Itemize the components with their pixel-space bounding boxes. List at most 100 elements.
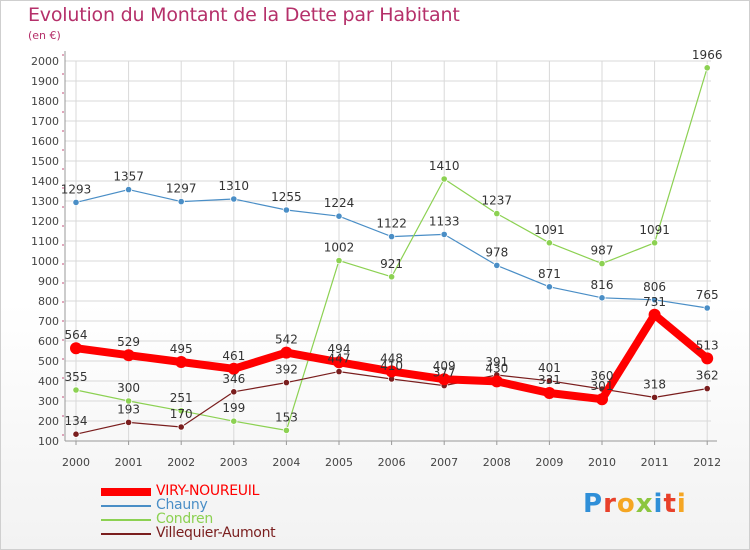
data-label: 153 [275, 410, 298, 424]
y-tick-label: 1000 [31, 255, 59, 268]
data-point [282, 378, 290, 387]
data-point [703, 64, 711, 72]
y-tick-label: 800 [38, 295, 59, 308]
data-point [125, 186, 133, 194]
data-label: 134 [65, 414, 88, 428]
data-label: 391 [485, 355, 508, 369]
data-point [438, 373, 451, 386]
data-point [545, 239, 554, 247]
data-label: 1966 [692, 48, 723, 62]
data-label: 1310 [219, 179, 250, 193]
logo-letter: o [616, 489, 636, 519]
y-tick-label: 1200 [31, 215, 59, 228]
chart-unit-label: (en €) [28, 29, 61, 42]
legend-item: Villequier-Aumont [101, 525, 321, 541]
y-tick-label: 1900 [31, 75, 59, 88]
data-label: 346 [222, 372, 245, 386]
data-label: 401 [538, 361, 561, 375]
data-label: 377 [433, 366, 456, 380]
axes [62, 51, 717, 445]
y-tick-label: 2000 [31, 55, 59, 68]
legend-item: VIRY-NOUREUIL [101, 483, 321, 499]
data-label: 360 [591, 369, 614, 383]
data-label: 1133 [429, 214, 460, 228]
y-tick-label: 600 [38, 335, 59, 348]
data-label: 1237 [482, 194, 513, 208]
data-point [72, 430, 80, 438]
data-label: 1002 [324, 241, 355, 255]
x-tick-label: 2005 [325, 456, 353, 469]
data-label: 765 [696, 288, 719, 302]
data-point [387, 233, 396, 241]
data-point [648, 308, 661, 321]
logo-letter: r [603, 489, 617, 519]
data-label: 430 [485, 361, 508, 375]
y-tick-label: 200 [38, 415, 59, 428]
data-point [543, 387, 556, 399]
data-point [177, 423, 185, 431]
data-point [650, 393, 659, 401]
data-point [493, 261, 501, 269]
data-point [125, 418, 133, 426]
legend-item: Chauny [101, 497, 321, 513]
y-tick-label: 700 [38, 315, 59, 328]
data-label: 448 [380, 351, 403, 365]
y-tick-label: 300 [38, 395, 59, 408]
data-point [282, 426, 290, 434]
data-label: 193 [117, 402, 140, 416]
data-label: 301 [591, 379, 614, 393]
data-label: 495 [170, 342, 193, 356]
data-point [545, 377, 554, 385]
y-tick-label: 400 [38, 375, 59, 388]
data-point [70, 342, 82, 355]
legend-swatch [101, 505, 151, 507]
data-point [230, 388, 238, 396]
data-point [177, 198, 185, 206]
data-point [490, 375, 503, 388]
y-tick-label: 1100 [31, 235, 59, 248]
data-label: 447 [328, 352, 351, 366]
data-label: 816 [591, 278, 614, 292]
data-label: 1297 [166, 182, 197, 196]
data-label: 529 [117, 335, 140, 349]
data-label: 987 [591, 244, 614, 258]
data-point [385, 365, 398, 378]
x-tick-label: 2003 [220, 456, 248, 469]
data-point [598, 259, 606, 268]
data-point [72, 198, 80, 206]
data-point [703, 304, 711, 312]
data-label: 355 [65, 370, 88, 384]
data-label: 410 [380, 359, 403, 373]
x-tick-label: 2008 [483, 456, 511, 469]
legend-swatch [101, 533, 151, 535]
logo-letter: i [676, 489, 687, 519]
chart-title: Evolution du Montant de la Dette par Hab… [28, 4, 460, 26]
data-point [493, 210, 501, 218]
data-point [335, 256, 343, 265]
legend-swatch [101, 488, 151, 496]
y-tick-label: 100 [38, 435, 59, 448]
data-label: 331 [538, 373, 561, 387]
data-label: 409 [433, 359, 456, 373]
series-lines [70, 64, 714, 438]
data-point [175, 356, 188, 368]
x-tick-label: 2004 [272, 456, 300, 469]
x-tick-label: 2012 [693, 456, 721, 469]
legend-label: Villequier-Aumont [156, 525, 276, 541]
x-tick-label: 2007 [430, 456, 458, 469]
data-point [282, 206, 290, 214]
logo-letter: t [663, 489, 677, 519]
legend-label: Condren [156, 511, 213, 527]
data-label: 251 [170, 391, 193, 405]
data-label: 1122 [376, 217, 407, 231]
data-point [122, 349, 135, 362]
x-tick-label: 2000 [62, 456, 90, 469]
data-label: 199 [222, 401, 245, 415]
data-point [72, 386, 80, 394]
logo-letter: i [653, 489, 664, 519]
y-tick-label: 1700 [31, 115, 59, 128]
data-point [280, 346, 293, 359]
data-label: 978 [485, 245, 508, 259]
data-label: 564 [65, 328, 88, 342]
